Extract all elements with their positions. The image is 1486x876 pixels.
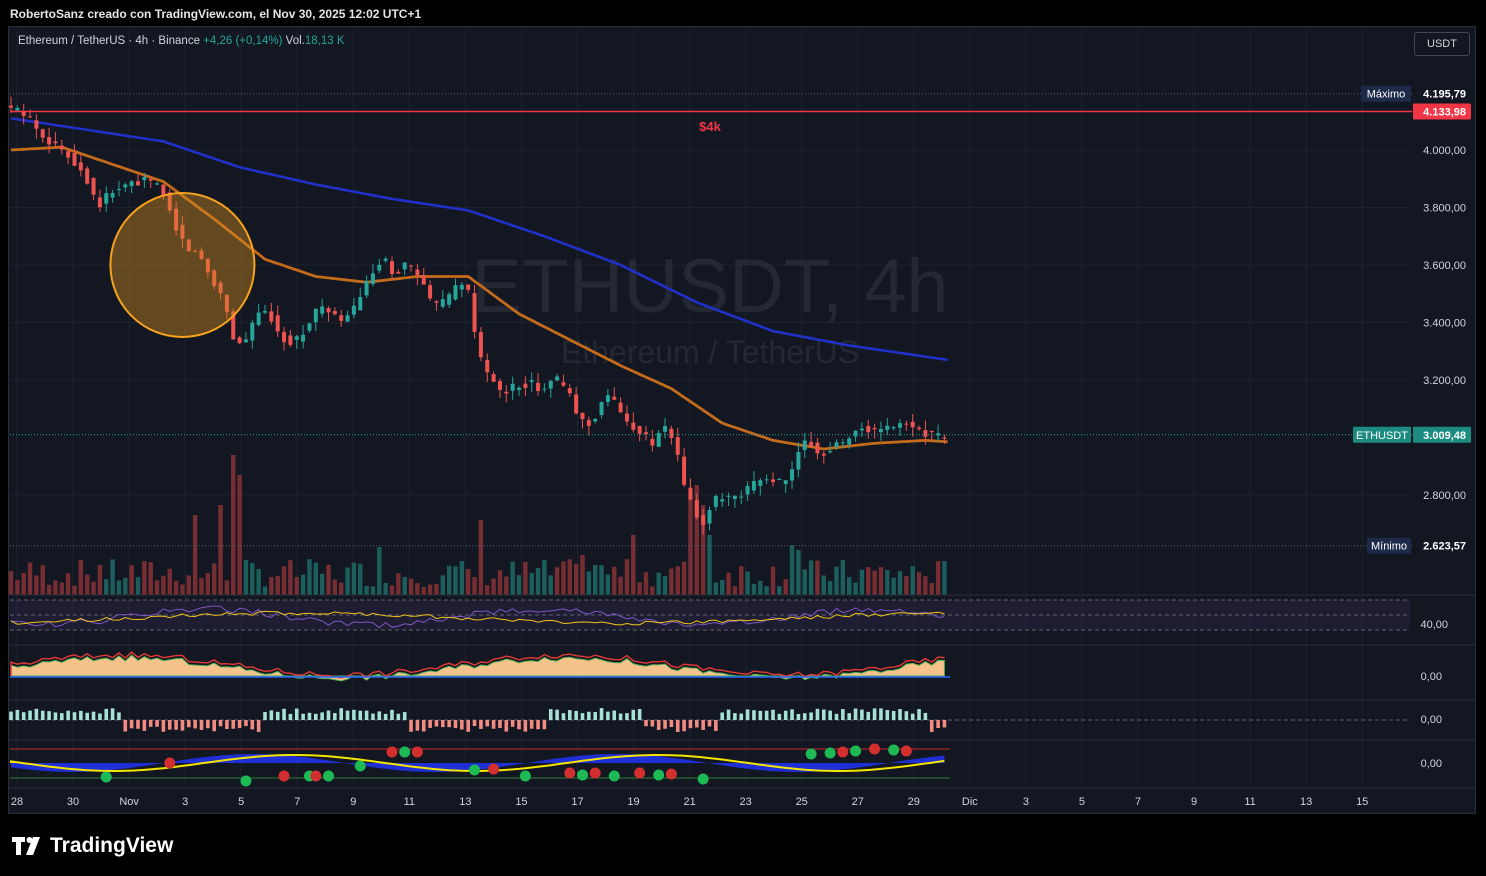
legend-volume-value: 18,13 K bbox=[304, 35, 345, 47]
legend-symbol[interactable]: Ethereum / TetherUS · 4h · Binance bbox=[18, 35, 200, 47]
tradingview-brand[interactable]: TradingView bbox=[12, 834, 173, 858]
legend-volume-label: Vol. bbox=[285, 35, 305, 47]
currency-button[interactable]: USDT bbox=[1414, 32, 1470, 56]
chart-frame bbox=[8, 26, 1476, 814]
legend-change: +4,26 (+0,14%) bbox=[203, 35, 283, 47]
chart-attribution: RobertoSanz creado con TradingView.com, … bbox=[10, 7, 422, 21]
brand-name: TradingView bbox=[50, 834, 174, 857]
symbol-legend[interactable]: Ethereum / TetherUS · 4h · Binance +4,26… bbox=[18, 35, 345, 47]
tradingview-logo-icon bbox=[12, 837, 40, 855]
